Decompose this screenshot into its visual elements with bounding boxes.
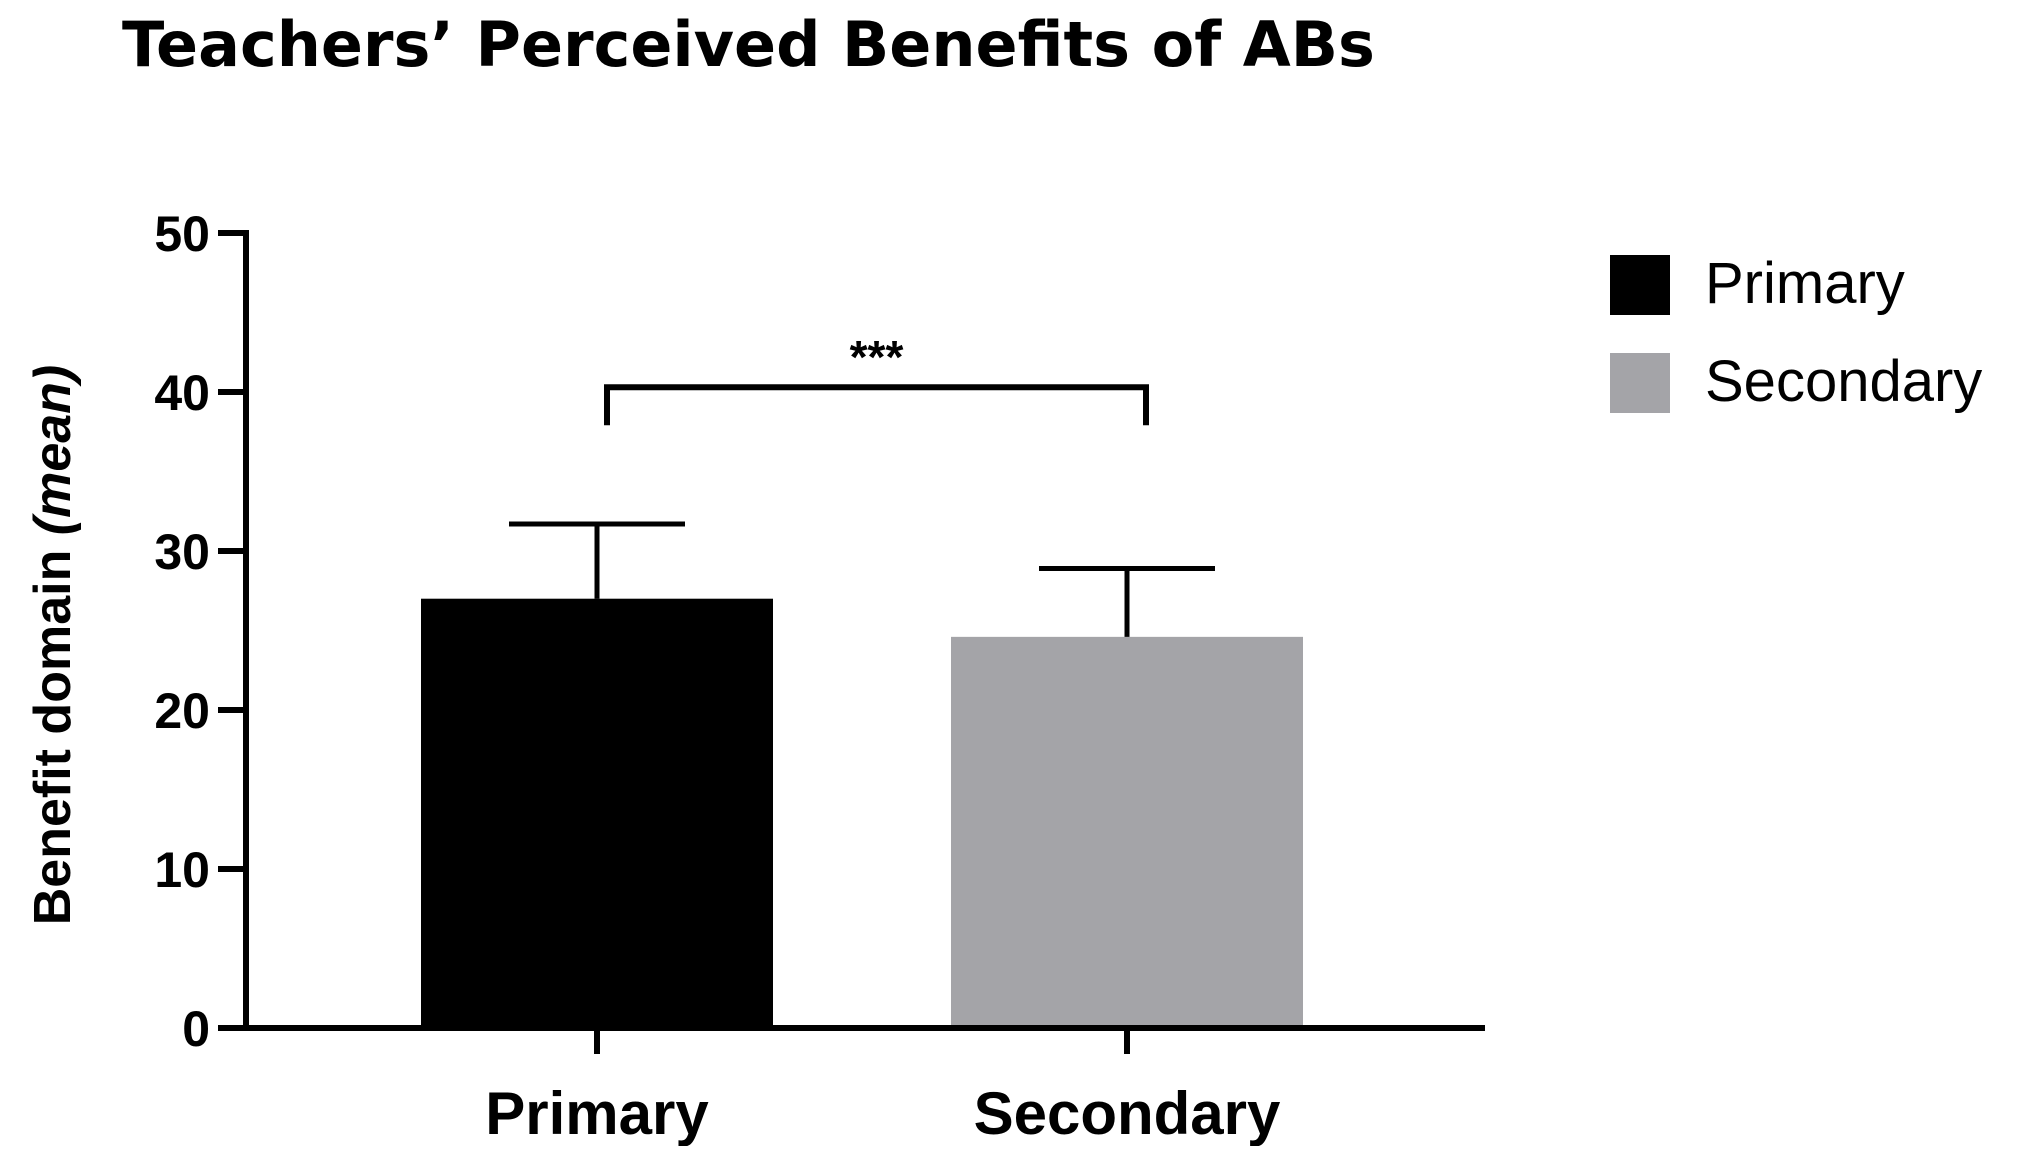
- error-bars-layer: [509, 521, 1215, 637]
- y-tick-label-30: 30: [154, 524, 210, 580]
- legend: Primary Secondary: [1610, 251, 1982, 414]
- axes-layer: [243, 230, 1485, 1031]
- legend-swatch-secondary: [1610, 353, 1670, 413]
- bars-layer: [421, 598, 1303, 1028]
- significance-layer: ***: [604, 331, 1149, 426]
- y-axis-label-italic: (mean): [24, 365, 82, 535]
- y-ticks-layer: 0 10 20 30 40 50: [154, 206, 246, 1057]
- y-tick-label-40: 40: [154, 365, 210, 421]
- y-axis-label-main: Benefit domain: [24, 535, 82, 925]
- legend-label-secondary: Secondary: [1705, 349, 1982, 414]
- significance-label: ***: [850, 331, 904, 383]
- significance-bracket: [604, 384, 1149, 426]
- chart-title: Teachers’ Perceived Benefits of ABs: [122, 8, 1375, 81]
- x-tick-label-primary: Primary: [485, 1080, 709, 1146]
- y-tick-label-0: 0: [182, 1001, 210, 1057]
- y-tick-label-10: 10: [154, 842, 210, 898]
- y-tick-label-20: 20: [154, 683, 210, 739]
- bar-secondary: [951, 636, 1303, 1028]
- bar-primary: [421, 598, 773, 1028]
- x-tick-label-secondary: Secondary: [974, 1080, 1281, 1146]
- legend-swatch-primary: [1610, 255, 1670, 315]
- legend-label-primary: Primary: [1705, 251, 1905, 316]
- y-tick-label-50: 50: [154, 206, 210, 262]
- x-ticks-layer: Primary Secondary: [485, 1028, 1281, 1147]
- y-axis-label: Benefit domain (mean): [24, 365, 82, 926]
